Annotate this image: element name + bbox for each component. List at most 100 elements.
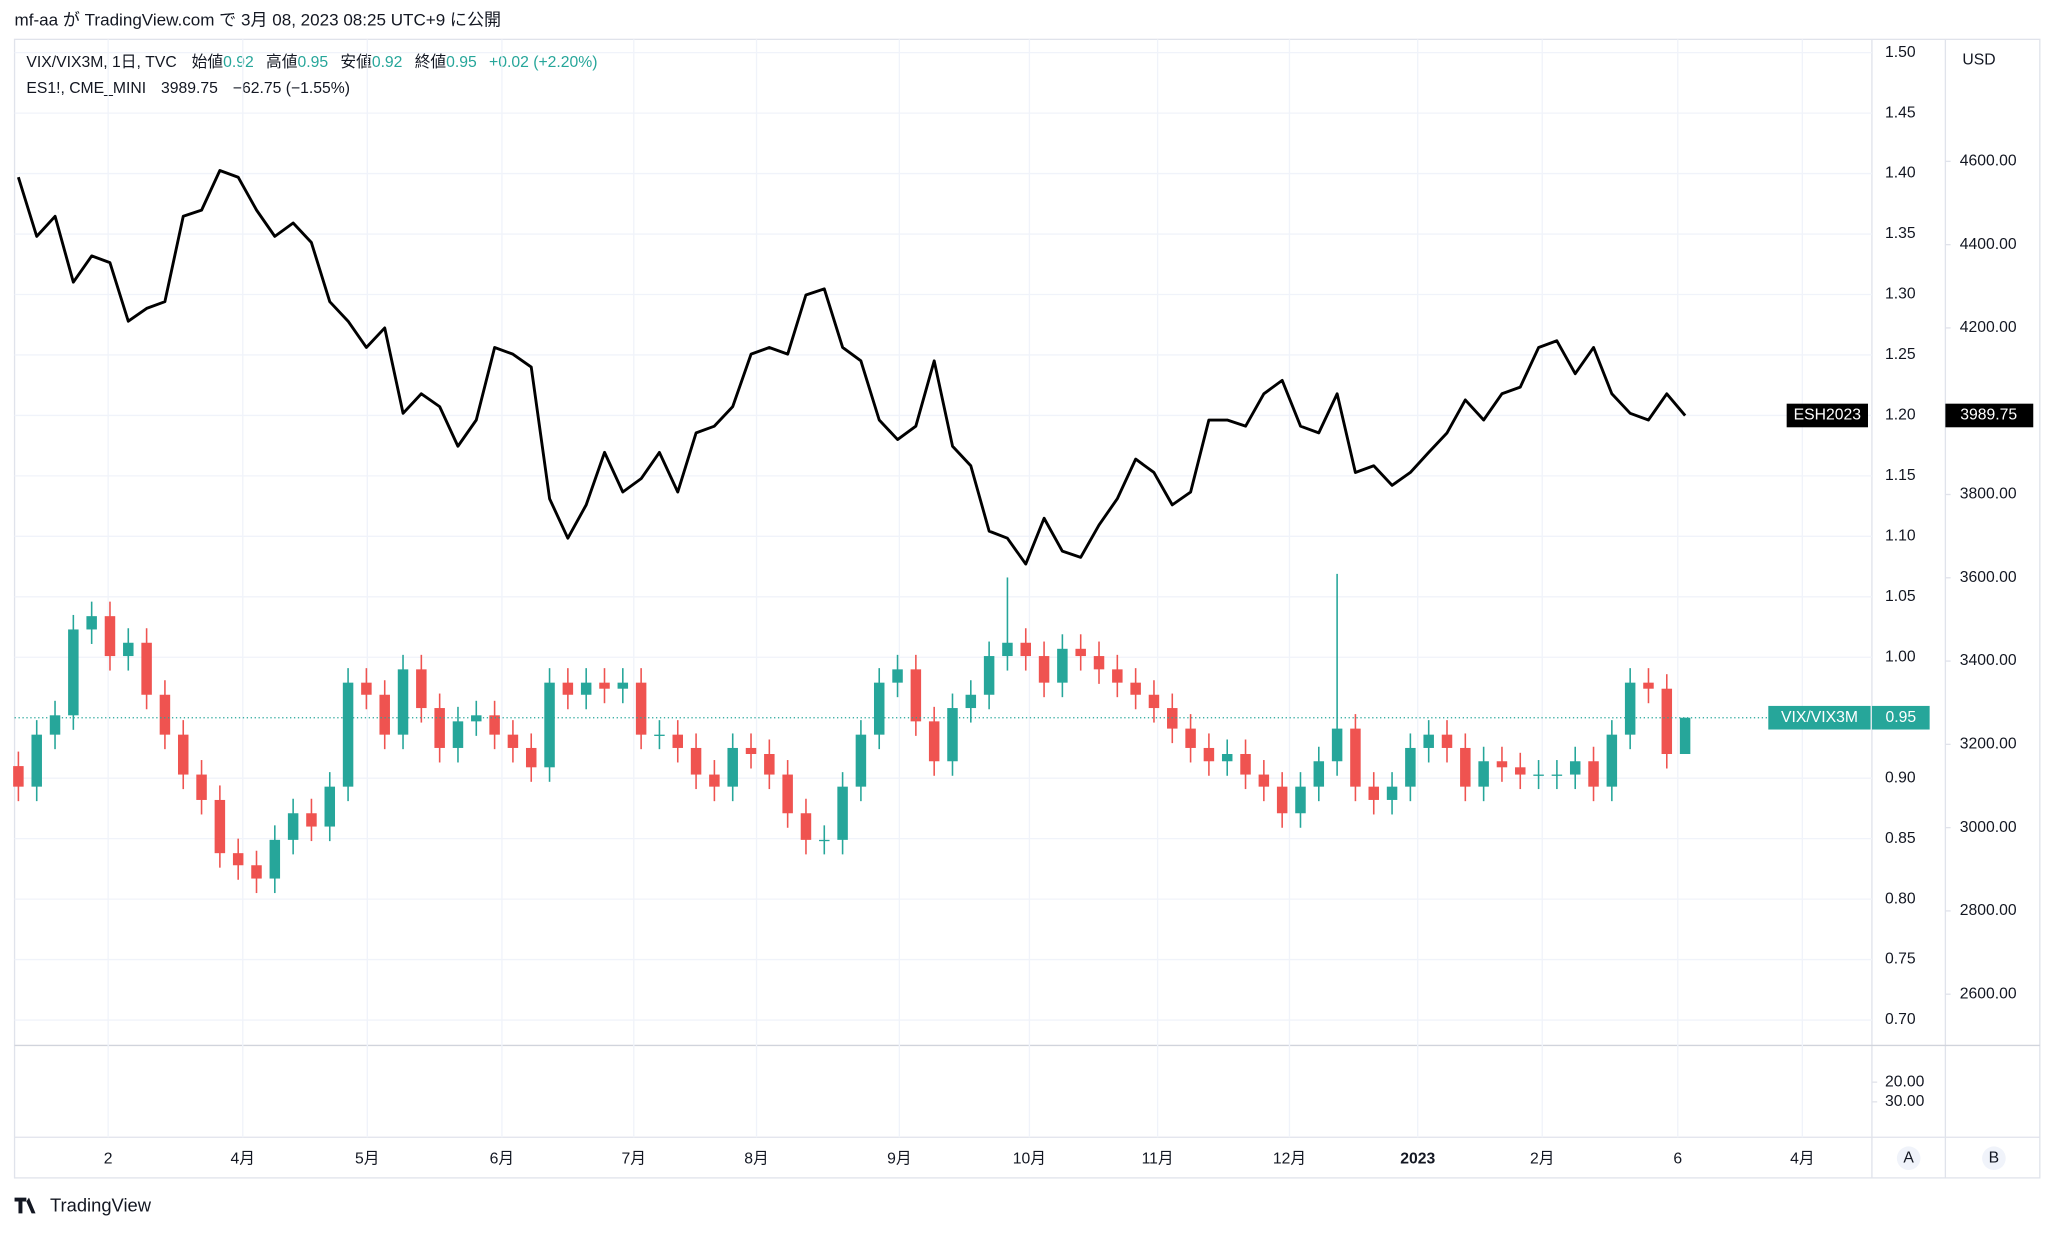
candle-body (1368, 786, 1379, 800)
legend: ES1!, CME_MINI 3989.75 −62.75 (−1.55%) (26, 80, 350, 97)
candle-body (104, 616, 116, 657)
candle-body (928, 721, 940, 762)
candle-body (544, 682, 555, 768)
candle-body (452, 721, 464, 748)
candle-body (1313, 761, 1325, 787)
y-tick-label: 0.75 (1885, 951, 1916, 968)
candle-body (819, 839, 830, 842)
candle-body (983, 656, 995, 695)
candle-body (1093, 656, 1105, 670)
y2-tick-label: 3000.00 (1960, 819, 2017, 836)
currency: USD (1962, 51, 1995, 68)
candle-body (13, 766, 24, 787)
last-price: 3989.75 (1960, 407, 2017, 424)
price-tag (1871, 705, 1930, 730)
candle-body (690, 747, 702, 775)
x-tick-label: 12月 (1273, 1151, 1306, 1168)
candle-body (1020, 642, 1031, 657)
candle-body (1276, 786, 1288, 814)
candle-body (232, 853, 244, 866)
candle-body (910, 669, 922, 722)
x-tick-label: 9月 (887, 1151, 912, 1168)
frame (13, 38, 2041, 1179)
legend-low: 0.92 (372, 54, 403, 71)
candle-body (1185, 728, 1196, 748)
legend-high: 0.95 (297, 54, 328, 71)
candle-body (599, 682, 610, 689)
candle-body (1405, 747, 1416, 787)
legend-close: 0.95 (446, 54, 477, 71)
y2-tick-label: 2800.00 (1960, 902, 2017, 919)
y-tick-label: 1.50 (1885, 44, 1916, 61)
legend-open: 0.92 (223, 54, 254, 71)
candle-body (1057, 648, 1068, 683)
grid (14, 39, 1951, 1138)
x-tick-label: 6月 (490, 1151, 514, 1168)
footer-logo: TradingView (14, 1195, 152, 1216)
x-tick-label: 4月 (231, 1151, 256, 1168)
candle-body (379, 694, 390, 735)
candle-body (86, 616, 97, 630)
y-tick-label: 1.15 (1885, 467, 1916, 484)
candle-body (1533, 774, 1544, 776)
legend-change: +0.02 (+2.20%) (489, 54, 597, 71)
candle-body (1661, 688, 1673, 755)
x-tick-label: 2023 (1400, 1151, 1435, 1168)
button[interactable] (1982, 1146, 2006, 1171)
legend-title: ES1!, CME_MINI (26, 80, 146, 97)
candle-body (49, 715, 61, 735)
series-name: ESH2023 (1794, 407, 1862, 424)
candle-body (745, 747, 757, 755)
candle-body (68, 629, 79, 716)
y2-tick-label: 4600.00 (1960, 153, 2017, 170)
candle-body (1460, 747, 1471, 787)
y-tick-label: 1.40 (1885, 165, 1916, 182)
candle-body (782, 774, 793, 814)
candle-body (709, 774, 720, 787)
button-label[interactable]: B (1989, 1149, 2000, 1166)
legend-title: VIX/VIX3M, 1日, TVC (26, 54, 176, 71)
candle-body (177, 734, 189, 775)
candle-body (397, 669, 409, 735)
y-tick-label: 1.20 (1885, 407, 1916, 424)
x-tick-label: 11月 (1142, 1151, 1174, 1168)
y2-tick-label: 3600.00 (1960, 569, 2017, 586)
button-label[interactable]: A (1903, 1149, 1914, 1166)
y-tick-label: 1.25 (1885, 346, 1916, 363)
x-tick-label: 6 (1673, 1151, 1682, 1168)
candle-body (1588, 761, 1599, 787)
candle-body (1679, 717, 1691, 755)
x-tick-label: 7月 (622, 1151, 647, 1168)
candle-body (1423, 734, 1434, 748)
candle-body (1038, 656, 1050, 683)
series-name: VIX/VIX3M (1781, 709, 1858, 726)
candle-body (1386, 786, 1398, 800)
candle-body (1295, 786, 1306, 814)
candle-body (580, 682, 592, 695)
candle-body (764, 754, 775, 775)
candle-body (1130, 682, 1141, 695)
candle-body (1221, 754, 1233, 762)
y-tick-label: 1.45 (1885, 104, 1916, 121)
candle-body (1515, 767, 1526, 775)
candle-body (251, 865, 262, 879)
y2-tick-label: 4200.00 (1960, 319, 2017, 336)
y-tick-label: 0.70 (1885, 1011, 1916, 1028)
y-tick-label: 0.80 (1885, 890, 1916, 907)
y-tick-label: 30.00 (1885, 1093, 1925, 1110)
price-tag (1768, 705, 1871, 730)
candle-body (159, 694, 171, 735)
candle-body (947, 708, 958, 762)
legend-close-label: 終値 (415, 53, 447, 71)
candle-body (31, 734, 42, 787)
y2-tick-label: 3200.00 (1960, 736, 2017, 753)
candle-body (965, 694, 977, 709)
button[interactable] (1896, 1146, 1921, 1171)
candle-body (727, 747, 738, 787)
candle-body (635, 682, 647, 735)
candle-body (855, 734, 867, 787)
candle-body (1002, 642, 1013, 657)
y2-tick-label: 3400.00 (1960, 652, 2017, 669)
legend-change: −62.75 (−1.55%) (233, 80, 350, 97)
